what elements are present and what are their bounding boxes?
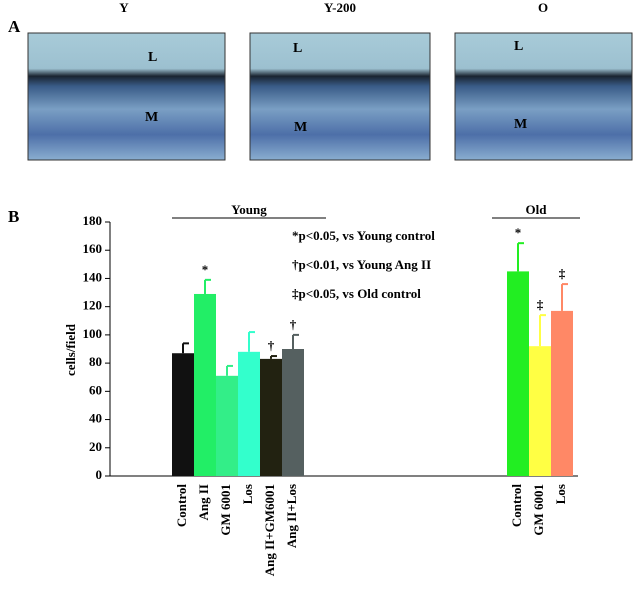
significance-marker: *	[202, 262, 209, 277]
bar	[260, 358, 282, 476]
y-tick-label: 100	[83, 326, 103, 341]
bar	[551, 310, 573, 476]
group-label: Old	[526, 202, 548, 217]
x-tick-label: Ang II+Los	[284, 484, 299, 548]
x-tick-label: Control	[509, 484, 524, 527]
significance-marker: †	[290, 317, 297, 332]
y-tick-label: 60	[89, 382, 102, 397]
image-label: L	[148, 50, 157, 65]
image-label: M	[294, 120, 307, 135]
image-label: L	[514, 39, 523, 54]
y-tick-label: 180	[83, 213, 103, 228]
x-tick-label: Los	[240, 484, 255, 504]
significance-marker: *	[515, 225, 522, 240]
panel-label: A	[8, 17, 21, 36]
significance-marker: ‡	[537, 297, 544, 312]
image-label: M	[514, 117, 527, 132]
image-label: M	[145, 110, 158, 125]
image-title: Y	[119, 0, 129, 15]
annotation: ‡p<0.05, vs Old control	[292, 286, 421, 301]
image-title: O	[538, 0, 548, 15]
x-tick-label: GM 6001	[531, 484, 546, 536]
annotation: *p<0.05, vs Young control	[292, 228, 435, 243]
x-tick-label: Control	[174, 484, 189, 527]
y-axis-label: cells/field	[63, 323, 78, 376]
annotation: †p<0.01, vs Young Ang II	[292, 257, 431, 272]
x-tick-label: Los	[553, 484, 568, 504]
x-tick-label: Ang II+GM6001	[262, 484, 277, 576]
image-title: Y-200	[324, 0, 356, 15]
bar	[216, 375, 238, 476]
x-tick-label: GM 6001	[218, 484, 233, 536]
image-label: L	[293, 41, 302, 56]
y-tick-label: 120	[83, 298, 103, 313]
y-tick-label: 80	[89, 354, 102, 369]
significance-marker: ‡	[559, 266, 566, 281]
bar	[529, 346, 551, 476]
y-tick-label: 40	[89, 411, 102, 426]
bar	[238, 351, 260, 476]
y-tick-label: 20	[89, 439, 102, 454]
bar	[282, 349, 304, 476]
panel-label: B	[8, 207, 19, 226]
x-tick-label: Ang II	[196, 484, 211, 521]
y-tick-label: 0	[96, 467, 103, 482]
group-label: Young	[231, 202, 267, 217]
bar	[507, 271, 529, 476]
bar	[194, 293, 216, 476]
y-tick-label: 160	[83, 241, 103, 256]
y-tick-label: 140	[83, 269, 103, 284]
significance-marker: †	[268, 338, 275, 353]
bar	[172, 353, 194, 476]
micrograph	[27, 32, 633, 161]
